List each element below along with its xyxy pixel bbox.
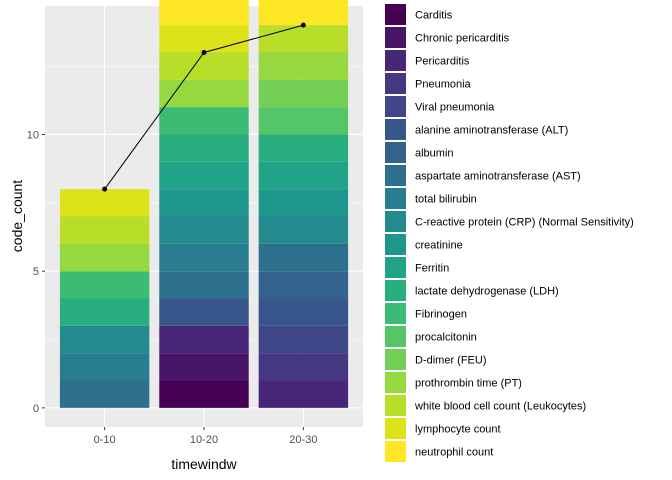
bar-segment: [59, 325, 150, 354]
legend-key: [385, 257, 406, 278]
bar-segment: [159, 52, 249, 80]
legend-key: [385, 303, 406, 324]
bar-segment: [258, 161, 349, 190]
y-axis: 0 5 10: [27, 129, 45, 415]
legend-label: Ferritin: [415, 263, 449, 275]
x-tick-label: 0-10: [94, 434, 116, 446]
legend-label: total bilirubin: [415, 194, 477, 206]
legend: Carditis Chronic pericarditis Pericarditis…: [385, 4, 634, 462]
bar-segment: [258, 25, 349, 53]
x-tick-label: 10-20: [190, 434, 218, 446]
bar-segment: [258, 325, 349, 354]
legend-label: Pericarditis: [415, 56, 470, 68]
legend-label: Chronic pericarditis: [415, 33, 510, 45]
bar-segment: [159, 298, 249, 326]
legend-label: Carditis: [415, 10, 453, 22]
legend-label: prothrombin time (PT): [415, 378, 522, 390]
legend-key: [385, 27, 406, 48]
legend-key: [385, 188, 406, 209]
count-point: [201, 49, 207, 55]
bar-segment: [159, 79, 249, 108]
legend-key: [385, 234, 406, 255]
legend-label: neutrophil count: [415, 447, 493, 459]
line-series: [102, 22, 306, 192]
bar-segment: [59, 243, 150, 272]
legend-label: Pneumonia: [415, 79, 472, 91]
legend-key: [385, 73, 406, 94]
legend-key: [385, 211, 406, 232]
bar-segment: [159, 380, 249, 408]
bar-segment: [159, 243, 249, 272]
y-tick-label: 5: [33, 266, 39, 278]
legend-key: [385, 165, 406, 186]
bar-segment: [159, 216, 249, 244]
bar-segment: [159, 107, 249, 135]
count-point: [300, 22, 306, 28]
bar-segment: [159, 134, 249, 162]
bar-segment: [258, 353, 349, 381]
legend-label: alanine aminotransferase (ALT): [415, 125, 568, 137]
bars: [59, 0, 349, 408]
legend-key: [385, 50, 406, 71]
legend-label: C-reactive protein (CRP) (Normal Sensiti…: [415, 217, 634, 229]
y-axis-title: code_count: [9, 180, 25, 253]
y-tick-label: 10: [27, 129, 39, 141]
bar-segment: [258, 243, 349, 272]
x-axis: 0-10 10-20 20-30: [94, 427, 317, 446]
y-tick-label: 0: [33, 403, 39, 415]
bar-segment: [258, 271, 349, 299]
legend-label: lactate dehydrogenase (LDH): [415, 286, 559, 298]
count-point: [102, 186, 108, 192]
legend-label: Fibrinogen: [415, 309, 467, 321]
legend-key: [385, 4, 406, 25]
legend-label: aspartate aminotransferase (AST): [415, 171, 581, 183]
bar-segment: [159, 161, 249, 190]
bar-segment: [258, 298, 349, 326]
bar-segment: [159, 0, 249, 26]
legend-key: [385, 119, 406, 140]
bar-segment: [258, 189, 349, 217]
legend-label: lymphocyte count: [415, 424, 501, 436]
bar-segment: [258, 107, 349, 135]
legend-key: [385, 395, 406, 416]
bar-segment: [258, 79, 349, 108]
bar-segment: [258, 0, 349, 26]
legend-key: [385, 441, 406, 462]
bar-segment: [159, 25, 249, 53]
bar-segment: [159, 189, 249, 217]
legend-key: [385, 96, 406, 117]
legend-label: procalcitonin: [415, 332, 477, 344]
legend-key: [385, 326, 406, 347]
bar-segment: [258, 216, 349, 244]
bar-segment: [59, 189, 150, 217]
bar-segment: [258, 52, 349, 80]
legend-key: [385, 349, 406, 370]
bar-segment: [59, 216, 150, 244]
bar-segment: [258, 380, 349, 408]
bar-segment: [159, 271, 249, 299]
bar-segment: [159, 325, 249, 354]
bar-segment: [59, 353, 150, 381]
bar-segment: [258, 134, 349, 162]
x-tick-label: 20-30: [289, 434, 317, 446]
legend-key: [385, 418, 406, 439]
legend-label: white blood cell count (Leukocytes): [414, 401, 586, 413]
legend-label: albumin: [415, 148, 454, 160]
legend-key: [385, 280, 406, 301]
bar-segment: [59, 380, 150, 408]
legend-key: [385, 142, 406, 163]
x-axis-title: timewindw: [171, 456, 237, 472]
bar-segment: [159, 353, 249, 381]
bar-segment: [59, 271, 150, 299]
legend-label: Viral pneumonia: [415, 102, 495, 114]
legend-label: D-dimer (FEU): [415, 355, 487, 367]
legend-key: [385, 372, 406, 393]
legend-label: creatinine: [415, 240, 463, 252]
bar-segment: [59, 298, 150, 326]
